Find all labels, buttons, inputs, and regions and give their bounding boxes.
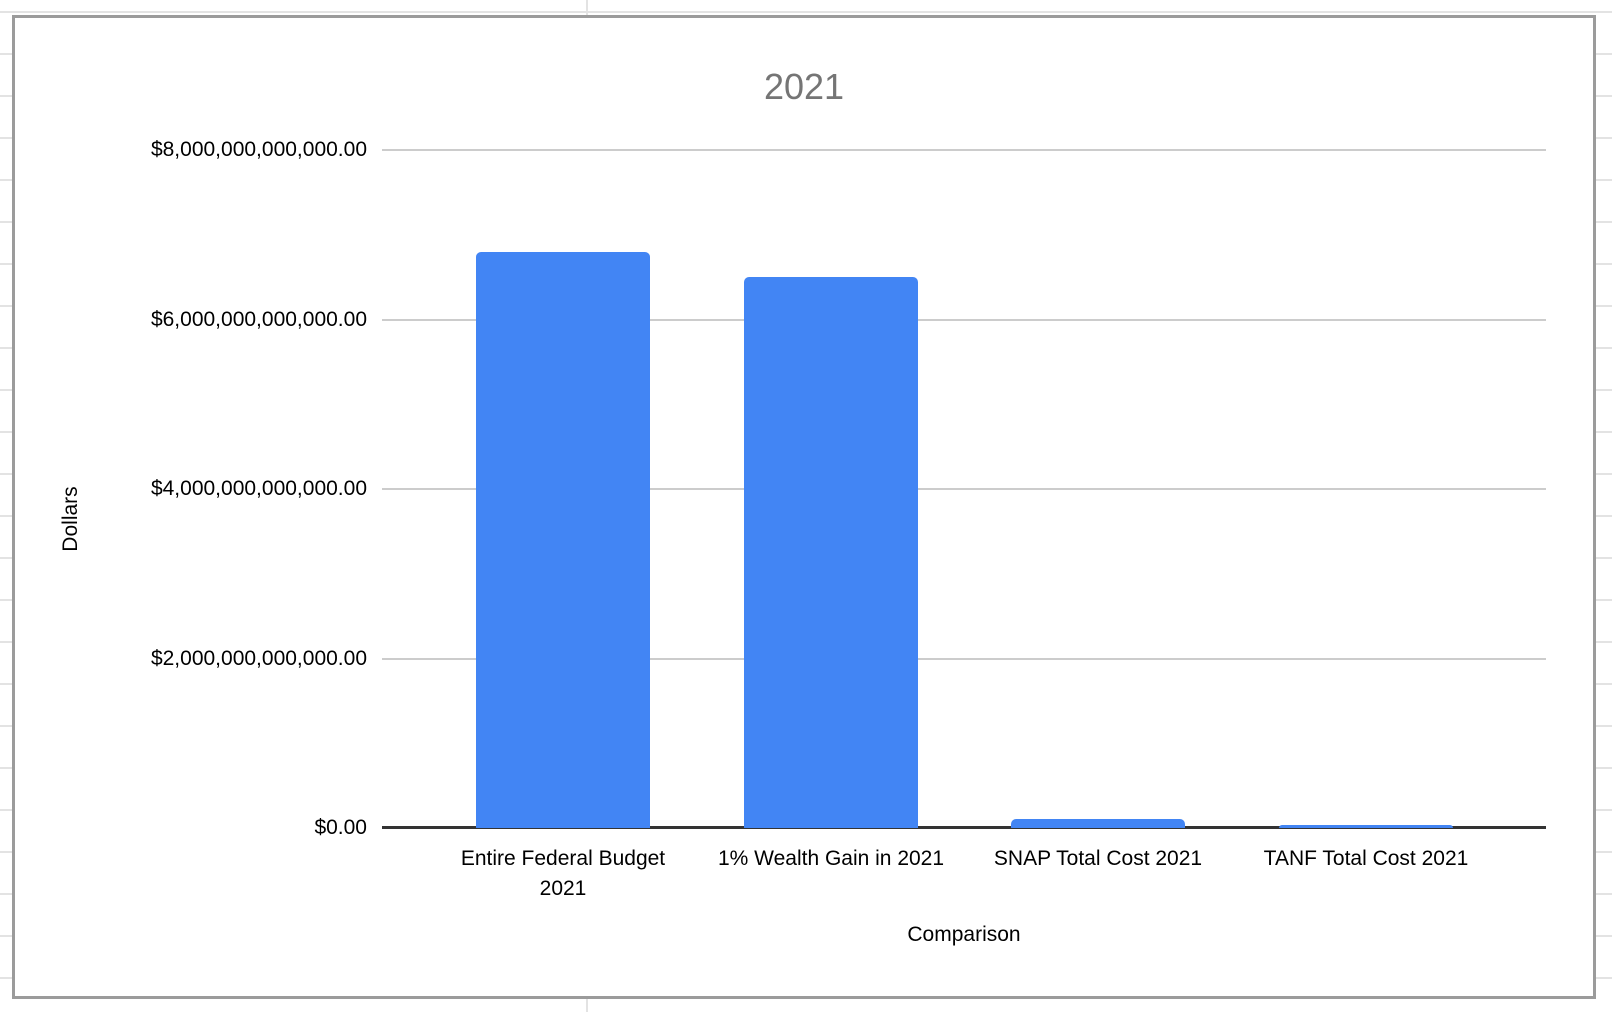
y-gridline	[382, 149, 1546, 151]
y-tick-label: $4,000,000,000,000.00	[150, 477, 367, 500]
bar[interactable]	[1279, 825, 1453, 828]
y-tick-label: $0.00	[314, 816, 367, 839]
bar[interactable]	[476, 252, 650, 828]
bar[interactable]	[744, 277, 918, 828]
y-tick-label: $6,000,000,000,000.00	[150, 307, 367, 331]
y-tick-label: $8,000,000,000,000.00	[150, 138, 367, 161]
category-label: 1% Wealth Gain in 2021	[717, 847, 945, 870]
x-axis-category-labels: Entire Federal Budget 2021 1% Wealth Gain…	[382, 844, 1546, 914]
y-axis-title: Dollars	[59, 486, 82, 552]
chart-title: 2021	[763, 66, 845, 107]
category-label: Entire Federal Budget 2021	[460, 847, 666, 900]
y-gridline	[382, 318, 1546, 321]
plot-area	[382, 149, 1546, 829]
bar[interactable]	[1011, 819, 1185, 828]
x-axis-title: Comparison	[907, 923, 1021, 946]
category-label: TANF Total Cost 2021	[1263, 847, 1469, 870]
x-axis-baseline	[382, 826, 1546, 829]
chart-container[interactable]: 2021 Dollars $0.00 $2,000,000,000,000.00 $…	[12, 15, 1596, 999]
y-tick-label: $2,000,000,000,000.00	[150, 646, 367, 670]
y-gridline	[382, 657, 1546, 660]
y-gridline	[382, 488, 1546, 490]
category-label: SNAP Total Cost 2021	[993, 847, 1203, 870]
